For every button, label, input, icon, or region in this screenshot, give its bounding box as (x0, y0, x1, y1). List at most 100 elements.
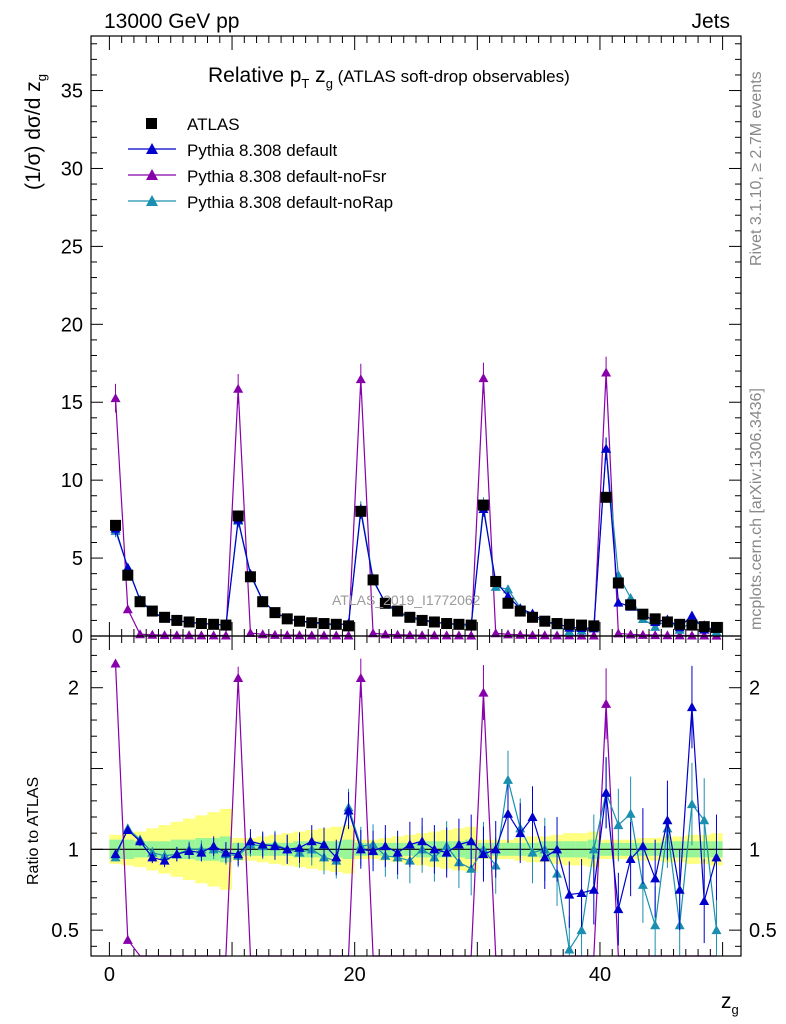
legend: ATLAS Pythia 8.308 default Pythia 8.308 … (128, 115, 393, 212)
ratio-series-point (122, 824, 133, 834)
chart-title: Relative pT zg (ATLAS soft-drop observab… (208, 64, 570, 91)
data-point (490, 575, 502, 587)
data-point (514, 605, 526, 617)
data-point (183, 616, 195, 628)
ratio-series-point (478, 687, 489, 697)
data-point (576, 619, 588, 631)
main-series-point (233, 383, 244, 393)
data-point (257, 596, 269, 608)
ratio-series-point (380, 841, 391, 851)
ratio-series-point (502, 774, 513, 784)
y-tick-label: 10 (61, 470, 83, 492)
data-point (367, 574, 379, 586)
ratio-series-point (637, 841, 648, 851)
ratio-series-point (625, 854, 636, 864)
main-series-point (478, 373, 489, 383)
main-series-point (527, 630, 538, 640)
data-point (269, 607, 281, 619)
x-tick-label: 40 (589, 964, 611, 986)
ratio-series-point (576, 925, 587, 935)
ratio-series-point (686, 799, 697, 809)
ratio-series-point (515, 828, 526, 838)
main-series-point (588, 630, 599, 640)
main-series-point (245, 628, 256, 638)
data-point (600, 491, 612, 503)
main-series-point (208, 630, 219, 640)
ratio-series-line (114, 663, 717, 957)
ratio-axis-label: Ratio to ATLAS (25, 777, 42, 885)
ratio-series-point (441, 847, 452, 857)
main-series-point (196, 630, 207, 640)
data-point (527, 611, 539, 623)
ratio-series-point (601, 787, 612, 797)
main-series-point (650, 621, 661, 631)
legend-marker-default (146, 143, 158, 154)
y-tick-label: 25 (61, 236, 83, 258)
ratio-series-point (135, 836, 146, 846)
data-point (637, 608, 649, 620)
ratio-series-point (245, 836, 256, 846)
main-series-point (368, 628, 379, 638)
legend-label-nofsr: Pythia 8.308 default-noFsr (187, 167, 387, 186)
main-series-point (319, 630, 330, 640)
data-point (318, 618, 330, 630)
ratio-tick-label-left: 0.5 (51, 920, 79, 942)
ratio-series-point (392, 847, 403, 857)
ratio-series-point (613, 820, 624, 830)
main-series-point (331, 630, 342, 640)
ratio-series-point (527, 847, 538, 857)
title-mid: z (309, 64, 325, 87)
data-point (477, 499, 489, 511)
data-point (551, 618, 563, 630)
ratio-series-point (184, 845, 195, 855)
data-point (453, 618, 465, 630)
ratio-series-point (306, 836, 317, 846)
ratio-series-point (355, 673, 366, 683)
ratio-series-point (674, 884, 685, 894)
data-point (649, 613, 661, 625)
data-point (122, 569, 134, 581)
title-main: Relative p (208, 64, 301, 87)
y-axis-label-main: (1/σ) dσ/d z (22, 81, 45, 190)
data-point (392, 605, 404, 617)
data-point (661, 616, 673, 628)
main-series-point (686, 630, 697, 640)
ratio-series-point (650, 873, 661, 883)
legend-label-atlas: ATLAS (187, 115, 240, 134)
data-point (379, 597, 391, 609)
ratio-series-point (564, 889, 575, 899)
data-point (698, 621, 710, 633)
data-point (159, 611, 171, 623)
main-series-point (171, 630, 182, 640)
main-series-point (576, 630, 587, 640)
ratio-series-point (552, 844, 563, 854)
ratio-series-point (466, 863, 477, 873)
main-series-point (613, 628, 624, 638)
rivet-note: Rivet 3.1.10, ≥ 2.7M events (748, 71, 765, 266)
main-series-point (184, 630, 195, 640)
mcplots-note: mcplots.cern.ch [arXiv:1306.3436] (748, 388, 765, 630)
ratio-series-point (368, 845, 379, 855)
main-series-point (441, 630, 452, 640)
data-point (563, 618, 575, 630)
ratio-series-point (650, 920, 661, 930)
y-tick-label: 20 (61, 314, 83, 336)
ratio-series-point (637, 879, 648, 889)
title-rest: (ATLAS soft-drop observables) (333, 67, 570, 86)
main-series-point (122, 604, 133, 614)
title-sub1: T (301, 76, 309, 91)
ratio-series-point (699, 815, 710, 825)
main-series-point (343, 630, 354, 640)
main-series-point (294, 630, 305, 640)
ratio-series-point (122, 934, 133, 944)
ratio-series-point (453, 839, 464, 849)
data-point (306, 617, 318, 629)
ratio-frame (90, 635, 742, 957)
ratio-series-point (147, 852, 158, 862)
main-series-point (539, 630, 550, 640)
ratio-series-point (220, 847, 231, 857)
ratio-series-point (699, 896, 710, 906)
title-sub2: g (326, 76, 333, 91)
data-point (244, 571, 256, 583)
